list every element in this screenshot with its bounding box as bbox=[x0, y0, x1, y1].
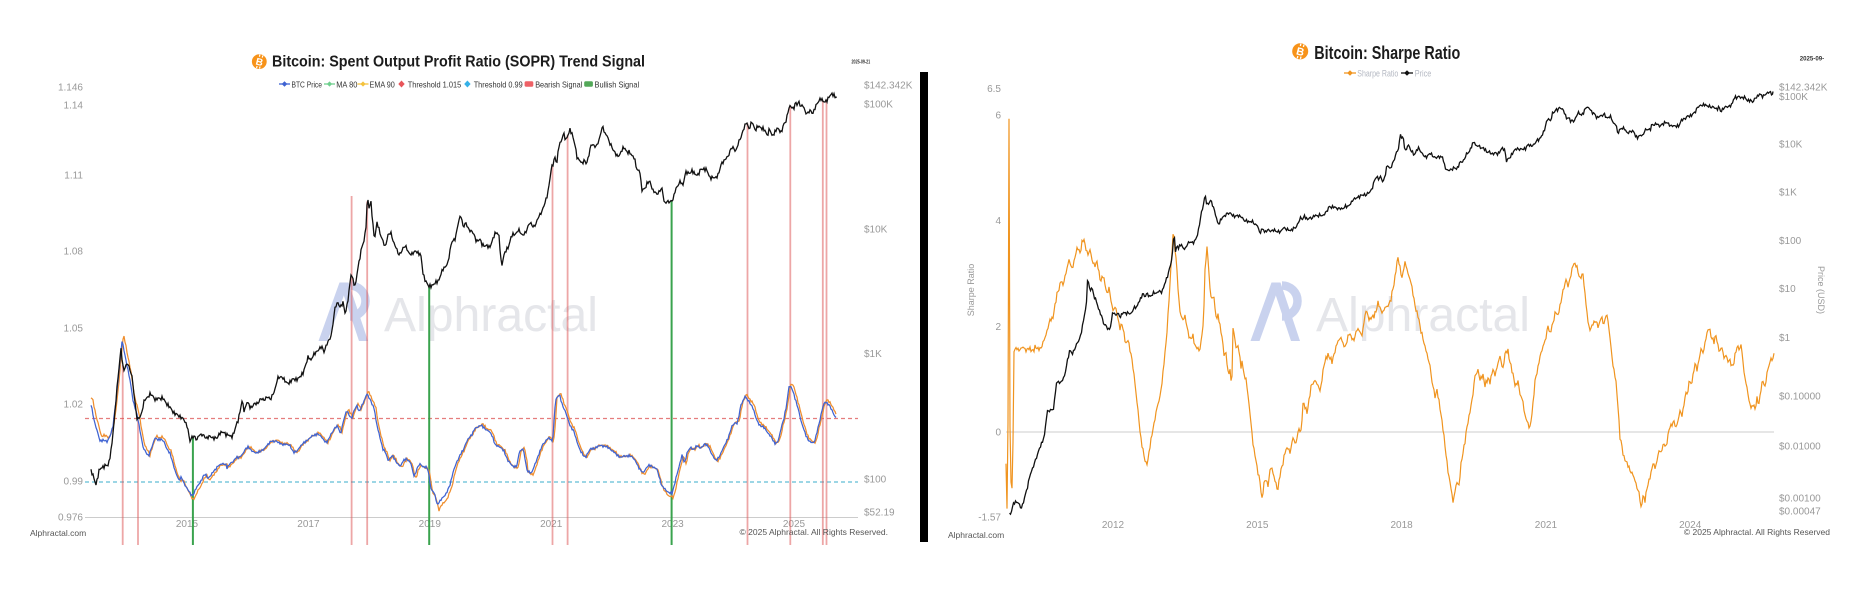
svg-text:1.02: 1.02 bbox=[64, 400, 84, 411]
svg-text:$0.01000: $0.01000 bbox=[1779, 442, 1821, 453]
svg-text:$0.10000: $0.10000 bbox=[1779, 392, 1821, 403]
svg-text:Alphractal: Alphractal bbox=[384, 289, 598, 342]
svg-text:0.99: 0.99 bbox=[64, 477, 84, 488]
svg-text:$100K: $100K bbox=[864, 100, 893, 111]
svg-text:$0.00047: $0.00047 bbox=[1779, 507, 1821, 518]
svg-text:Alphractal: Alphractal bbox=[1316, 289, 1530, 342]
svg-text:Bitcoin: Sharpe Ratio: Bitcoin: Sharpe Ratio bbox=[1314, 43, 1460, 63]
svg-text:Price (USD): Price (USD) bbox=[1816, 266, 1826, 314]
svg-text:Sharpe Ratio: Sharpe Ratio bbox=[966, 264, 976, 317]
svg-text:2025: 2025 bbox=[783, 519, 806, 530]
svg-text:Price: Price bbox=[1415, 68, 1432, 78]
svg-text:Alphractal.com: Alphractal.com bbox=[948, 530, 1004, 540]
svg-text:Bearish Signal: Bearish Signal bbox=[535, 79, 582, 89]
svg-text:0.976: 0.976 bbox=[58, 513, 83, 524]
svg-text:MA 80: MA 80 bbox=[336, 79, 357, 89]
svg-text:2025-09-: 2025-09- bbox=[1800, 56, 1825, 63]
svg-text:2015: 2015 bbox=[176, 519, 199, 530]
svg-text:6: 6 bbox=[995, 111, 1001, 122]
svg-text:B: B bbox=[254, 57, 264, 69]
svg-text:1.146: 1.146 bbox=[58, 83, 83, 94]
svg-text:$100K: $100K bbox=[1779, 92, 1808, 103]
svg-text:$100: $100 bbox=[864, 475, 887, 486]
svg-text:$10K: $10K bbox=[864, 225, 888, 236]
svg-text:4: 4 bbox=[995, 216, 1001, 227]
svg-text:2017: 2017 bbox=[297, 519, 320, 530]
svg-text:© 2025 Alphractal. All Rights: © 2025 Alphractal. All Rights Reserved bbox=[1684, 527, 1830, 537]
svg-text:$52.19: $52.19 bbox=[864, 508, 895, 519]
svg-text:1.11: 1.11 bbox=[64, 171, 83, 182]
svg-text:B: B bbox=[1295, 46, 1306, 60]
svg-text:$142.342K: $142.342K bbox=[864, 81, 913, 92]
svg-text:6.5: 6.5 bbox=[987, 84, 1001, 95]
svg-text:2015: 2015 bbox=[1246, 520, 1269, 531]
svg-text:2: 2 bbox=[995, 322, 1001, 333]
svg-text:2024: 2024 bbox=[1679, 520, 1702, 531]
svg-text:2023: 2023 bbox=[661, 519, 684, 530]
svg-text:$100: $100 bbox=[1779, 236, 1802, 247]
svg-text:$1: $1 bbox=[1779, 333, 1791, 344]
svg-text:BTC Price: BTC Price bbox=[292, 79, 323, 89]
svg-text:2025-09-21: 2025-09-21 bbox=[852, 60, 871, 66]
svg-text:0: 0 bbox=[995, 428, 1001, 439]
svg-text:Sharpe Ratio: Sharpe Ratio bbox=[1357, 68, 1398, 78]
svg-text:Alphractal.com: Alphractal.com bbox=[30, 528, 86, 538]
svg-text:Bullish Signal: Bullish Signal bbox=[595, 79, 640, 89]
svg-text:1.05: 1.05 bbox=[64, 324, 84, 335]
svg-text:1.08: 1.08 bbox=[64, 247, 84, 258]
svg-text:$1K: $1K bbox=[1779, 188, 1797, 199]
svg-text:$10K: $10K bbox=[1779, 140, 1803, 151]
svg-text:1.14: 1.14 bbox=[64, 101, 84, 112]
svg-text:$1K: $1K bbox=[864, 349, 882, 360]
svg-text:2012: 2012 bbox=[1102, 520, 1125, 531]
svg-text:Threshold 1.015: Threshold 1.015 bbox=[408, 79, 462, 89]
svg-text:-1.57: -1.57 bbox=[978, 513, 1001, 524]
svg-text:Bitcoin: Spent Output Profit R: Bitcoin: Spent Output Profit Ratio (SOPR… bbox=[272, 54, 645, 71]
svg-text:EMA 90: EMA 90 bbox=[370, 79, 396, 89]
svg-text:$10: $10 bbox=[1779, 284, 1796, 295]
svg-text:© 2025 Alphractal. All Rights: © 2025 Alphractal. All Rights Reserved. bbox=[740, 527, 888, 537]
svg-text:2018: 2018 bbox=[1390, 520, 1413, 531]
svg-text:$142.342K: $142.342K bbox=[1779, 82, 1828, 93]
svg-text:2021: 2021 bbox=[1535, 520, 1558, 531]
svg-text:Threshold 0.99: Threshold 0.99 bbox=[474, 79, 523, 89]
svg-text:2021: 2021 bbox=[540, 519, 563, 530]
svg-text:$0.00100: $0.00100 bbox=[1779, 494, 1821, 505]
